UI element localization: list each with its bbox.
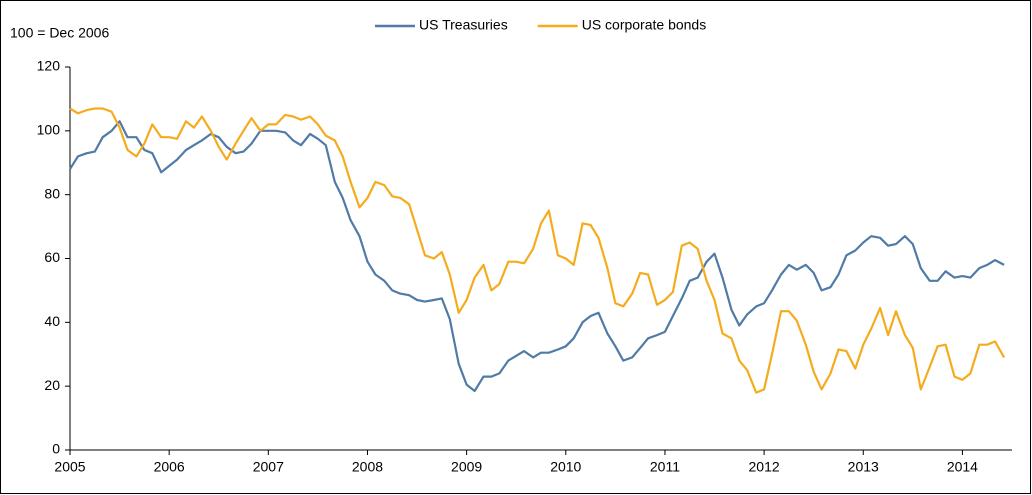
x-tick-label: 2006 <box>154 459 185 475</box>
legend-label: US corporate bonds <box>582 17 707 33</box>
y-tick-label: 40 <box>44 313 60 329</box>
legend-label: US Treasuries <box>419 17 508 33</box>
y-tick-label: 120 <box>37 58 61 74</box>
y-tick-label: 20 <box>44 377 60 393</box>
x-tick-label: 2010 <box>550 459 581 475</box>
x-tick-label: 2012 <box>749 459 780 475</box>
annotation: 100 = Dec 2006 <box>10 25 109 41</box>
y-tick-label: 0 <box>52 441 60 457</box>
x-tick-label: 2008 <box>352 459 383 475</box>
x-tick-label: 2013 <box>848 459 879 475</box>
y-tick-label: 100 <box>37 122 61 138</box>
x-tick-label: 2009 <box>451 459 482 475</box>
x-tick-label: 2011 <box>650 459 680 475</box>
y-tick-label: 80 <box>44 185 60 201</box>
x-tick-label: 2014 <box>947 459 978 475</box>
x-tick-label: 2007 <box>253 459 284 475</box>
series-line <box>69 120 1005 393</box>
series-line <box>69 107 1006 394</box>
y-tick-label: 60 <box>44 249 60 265</box>
x-tick-label: 2005 <box>54 459 85 475</box>
